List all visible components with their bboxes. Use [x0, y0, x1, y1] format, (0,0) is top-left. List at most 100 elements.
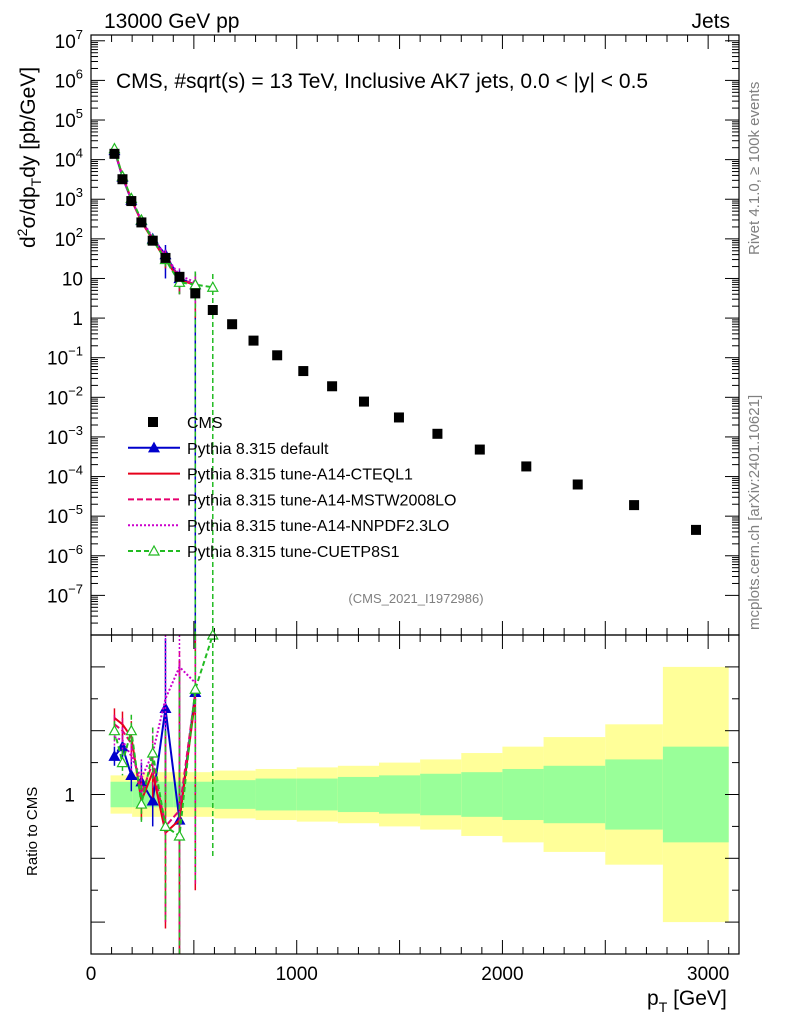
cms-data-point [109, 148, 120, 159]
ratio-series-marker [135, 797, 148, 809]
main-series-line [113, 150, 196, 284]
cms-data-point [248, 335, 259, 346]
cms-data-point [572, 479, 583, 490]
cms-data-point [126, 196, 137, 207]
main-ytick-label: 103 [55, 185, 83, 211]
cms-data-point [521, 461, 532, 472]
legend-label: Pythia 8.315 tune-A14-NNPDF2.3LO [187, 518, 449, 535]
main-series-line [113, 149, 196, 286]
main-series-line [113, 150, 196, 286]
cms-data-point [136, 217, 147, 228]
main-ytick-label: 10−7 [47, 581, 83, 607]
main-ytick-label: 106 [55, 66, 83, 92]
main-ytick-label: 10−1 [47, 344, 83, 370]
xlabel: pT [GeV] [647, 987, 727, 1015]
ratio-inner-band [214, 780, 256, 809]
ratio-inner-band [110, 781, 133, 808]
ratio-series-marker [125, 769, 138, 780]
cms-data-point [393, 412, 404, 423]
legend-label: Pythia 8.315 default [187, 441, 329, 458]
main-series-line [113, 149, 196, 286]
ratio-inner-band [379, 775, 421, 814]
cms-data-point [629, 500, 640, 511]
ratio-inner-band [461, 772, 503, 817]
legend-label: CMS [187, 415, 223, 432]
cms-data-point [174, 271, 185, 282]
ratio-inner-band [502, 768, 544, 821]
chart-title: CMS, #sqrt(s) = 13 TeV, Inclusive AK7 je… [116, 70, 648, 93]
ratio-ytick-label: 1 [64, 786, 75, 807]
main-ytick-label: 10−3 [47, 423, 83, 449]
main-ytick-label: 10−5 [47, 502, 83, 528]
cms-data-point [160, 252, 171, 263]
side-label-mcplots: mcplots.cern.ch [arXiv:2401.10621] [746, 395, 763, 630]
ratio-uncertainty-bands [110, 666, 729, 923]
xtick-label: 1000 [276, 964, 318, 985]
ratio-series-line [113, 698, 197, 835]
ratio-series-marker [108, 724, 121, 736]
cms-data-point [298, 366, 309, 377]
cms-data-point [227, 319, 238, 330]
main-ytick-label: 10−6 [47, 542, 83, 568]
header-right: Jets [691, 10, 730, 33]
main-ytick-label: 107 [55, 27, 83, 53]
cms-data-point [691, 524, 702, 535]
ratio-series-line [114, 665, 197, 781]
svg-text:pT [GeV]: pT [GeV] [647, 987, 727, 1015]
ratio-inner-band [420, 773, 462, 816]
legend-marker [147, 544, 161, 556]
ratio-frame [90, 634, 740, 955]
main-data-marks [108, 142, 702, 635]
ratio-inner-band [255, 778, 297, 811]
cms-data-point [117, 174, 128, 185]
main-ytick-label: 10−2 [47, 383, 83, 409]
ratio-series-marker [146, 746, 159, 758]
legend-cms-marker [148, 417, 158, 427]
svg-text:d2σ/dpTdy [pb/GeV]: d2σ/dpTdy [pb/GeV] [14, 67, 44, 248]
ratio-series-line [113, 692, 197, 821]
main-ytick-label: 10 [62, 269, 83, 290]
cms-data-point [327, 381, 338, 392]
cms-data-point [190, 288, 201, 299]
side-label-rivet: Rivet 4.1.0, ≥ 100k events [746, 82, 763, 255]
ratio-series-marker [108, 749, 121, 761]
main-axis-ticks: 10710610510410310210110−110−210−310−410−… [47, 27, 739, 635]
cms-data-point [358, 396, 369, 407]
ratio-series-marker [125, 724, 138, 736]
ratio-series-marker [189, 682, 202, 694]
cms-data-point [474, 444, 485, 455]
ratio-axis-ticks: 1 0 1000 2000 3000 [64, 635, 739, 985]
cms-data-point [147, 235, 158, 246]
main-ytick-label: 10−4 [47, 463, 83, 489]
ratio-series-marker [159, 820, 172, 832]
legend: CMS Pythia 8.315 default Pythia 8.315 tune… [128, 415, 456, 561]
main-ytick-label: 1 [72, 309, 83, 330]
legend-label: Pythia 8.315 tune-A14-CTEQL1 [187, 467, 413, 484]
cms-data-point [272, 350, 283, 361]
analysis-label: (CMS_2021_I1972986) [348, 591, 483, 606]
main-ylabel: d2σ/dpTdy [pb/GeV] [14, 67, 44, 248]
ratio-ylabel: Ratio to CMS [24, 787, 41, 876]
ratio-inner-band [543, 765, 606, 824]
legend-marker [147, 441, 161, 453]
ratio-series-marker [116, 756, 129, 768]
ratio-inner-band [662, 746, 729, 843]
ratio-data-marks [108, 628, 219, 954]
legend-label: Pythia 8.315 tune-CUETP8S1 [187, 544, 400, 561]
xtick-label: 3000 [687, 964, 729, 985]
ratio-series-marker [146, 794, 159, 806]
header-left: 13000 GeV pp [104, 10, 239, 33]
main-ytick-label: 105 [55, 106, 83, 132]
main-series-line [113, 148, 213, 289]
cms-data-point [207, 305, 218, 316]
ratio-inner-band [605, 759, 663, 830]
main-ytick-label: 104 [55, 146, 83, 172]
legend-label: Pythia 8.315 tune-A14-MSTW2008LO [187, 492, 456, 509]
xtick-label: 0 [86, 964, 97, 985]
main-series-marker [206, 281, 219, 292]
ratio-inner-band [296, 778, 338, 811]
xtick-label: 2000 [481, 964, 523, 985]
ratio-series-line [113, 692, 197, 829]
main-ytick-label: 102 [55, 225, 83, 251]
